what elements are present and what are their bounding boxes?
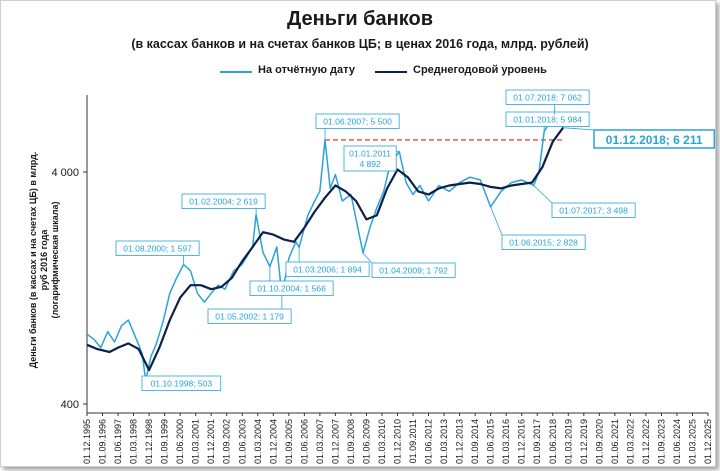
- x-tick-label-12: 01.12.2004: [268, 419, 278, 464]
- x-tick-label-34: 01.06.2021: [610, 419, 620, 464]
- annotation-leader-13: [563, 127, 595, 131]
- legend-label-reported: На отчётную дату: [258, 64, 355, 76]
- annotation-box-12: [505, 89, 590, 105]
- legend-swatch-reported: [220, 71, 252, 73]
- x-tick-label-28: 01.12.2016: [517, 419, 527, 464]
- annotation-label-3: 01.10.2004; 1 566: [257, 284, 326, 294]
- x-tick-label-25: 01.09.2014: [470, 419, 480, 464]
- x-tick-label-18: 01.06.2009: [361, 419, 371, 464]
- x-tick-label-31: 01.03.2019: [563, 419, 573, 464]
- x-tick-label-13: 01.09.2005: [284, 419, 294, 464]
- x-tick-label-0: 01.12.1995: [82, 419, 92, 464]
- x-tick-label-6: 01.06.2000: [175, 419, 185, 464]
- annotation-label-12: 01.07.2018; 7 062: [513, 93, 582, 103]
- annotation-box-10: [551, 202, 636, 218]
- x-tick-label-27: 01.03.2016: [501, 419, 511, 464]
- annotation-label-10: 01.07.2017; 3 498: [559, 206, 628, 216]
- x-tick-label-23: 01.03.2013: [439, 419, 449, 464]
- annotation-label-5: 01.03.2006; 1 894: [293, 265, 362, 275]
- legend-label-average: Среднегодовой уровень: [413, 64, 547, 76]
- chart-subtitle: (в кассах банков и на счетах банков ЦБ; …: [131, 37, 589, 51]
- x-tick-label-5: 01.09.1999: [160, 419, 170, 464]
- x-tick-label-35: 01.03.2022: [625, 419, 635, 464]
- annotation-box-11: [505, 111, 590, 127]
- x-tick-label-3: 01.03.1998: [129, 419, 139, 464]
- annotation-label-9: 01.06.2015; 2 828: [509, 238, 578, 248]
- annotation-box-13: [593, 129, 716, 149]
- x-tick-label-26: 01.06.2015: [486, 419, 496, 464]
- annotation-label-7-1: 4 892: [359, 159, 381, 169]
- series-line-1: [86, 127, 564, 372]
- x-tick-label-40: 01.12.2025: [703, 419, 713, 464]
- x-tick-label-19: 01.03.2010: [377, 419, 387, 464]
- annotation-box-3: [249, 280, 334, 296]
- annotation-box-4: [207, 308, 292, 324]
- annotation-box-2: [181, 193, 266, 209]
- legend-swatch-average: [375, 71, 407, 73]
- annotation-leader-8: [362, 252, 373, 264]
- x-tick-label-17: 01.09.2008: [346, 419, 356, 464]
- annotation-box-5: [285, 261, 370, 277]
- x-tick-label-22: 01.06.2012: [424, 419, 434, 464]
- annotation-label-7-0: 01.01.2011: [349, 149, 391, 159]
- annotation-box-9: [501, 234, 586, 250]
- x-tick-label-24: 01.12.2013: [455, 419, 465, 464]
- x-tick-label-33: 01.09.2020: [594, 419, 604, 464]
- x-tick-label-11: 01.03.2004: [253, 419, 263, 464]
- annotation-label-11: 01.01.2018; 5 984: [513, 115, 582, 125]
- annotation-box-0: [141, 375, 222, 391]
- x-tick-label-29: 01.09.2017: [532, 419, 542, 464]
- x-tick-label-37: 01.09.2023: [656, 419, 666, 464]
- x-tick-label-30: 01.06.2018: [548, 419, 558, 464]
- chart-title: Деньги банков: [287, 8, 433, 30]
- x-tick-label-16: 01.12.2007: [330, 419, 340, 464]
- x-tick-label-7: 01.03.2001: [191, 419, 201, 464]
- annotation-box-8: [371, 262, 456, 278]
- series-line-0: [86, 113, 564, 382]
- annotation-label-1: 01.08.2000; 1 597: [123, 244, 192, 254]
- x-tick-label-32: 01.12.2019: [579, 419, 589, 464]
- x-tick-label-15: 01.03.2007: [315, 419, 325, 464]
- x-tick-label-21: 01.09.2011: [408, 419, 418, 463]
- x-tick-label-38: 01.06.2024: [672, 419, 682, 464]
- y-tick-label-0: 400: [61, 399, 79, 411]
- annotation-label-0: 01.10.1998; 503: [151, 379, 213, 389]
- x-tick-label-20: 01.12.2010: [393, 419, 403, 464]
- x-tick-label-10: 01.06.2003: [237, 419, 247, 464]
- annotation-label-6: 01.06.2007; 5 500: [323, 117, 392, 127]
- annotation-label-4: 01.05.2002; 1 179: [215, 312, 284, 322]
- x-tick-label-1: 01.09.1996: [98, 419, 108, 464]
- y-tick-label-1: 4 000: [51, 167, 79, 179]
- x-tick-label-2: 01.06.1997: [113, 419, 123, 464]
- x-tick-label-8: 01.12.2001: [206, 419, 216, 464]
- x-tick-label-39: 01.03.2025: [687, 419, 697, 464]
- annotation-label-8: 01.04.2009; 1 792: [379, 266, 448, 276]
- x-tick-label-4: 01.12.1998: [144, 419, 154, 464]
- x-tick-label-9: 01.09.2002: [222, 419, 232, 464]
- annotation-label-13: 01.12.2018; 6 211: [606, 133, 703, 147]
- x-tick-label-36: 01.12.2022: [641, 419, 651, 464]
- annotation-box-6: [315, 113, 400, 129]
- annotation-leader-9: [490, 206, 503, 236]
- annotation-leader-10: [533, 185, 553, 204]
- x-tick-label-14: 01.06.2006: [299, 419, 309, 464]
- annotation-label-2: 01.02.2004; 2 619: [189, 197, 258, 207]
- annotation-box-7: [343, 145, 397, 172]
- annotation-box-1: [115, 240, 200, 256]
